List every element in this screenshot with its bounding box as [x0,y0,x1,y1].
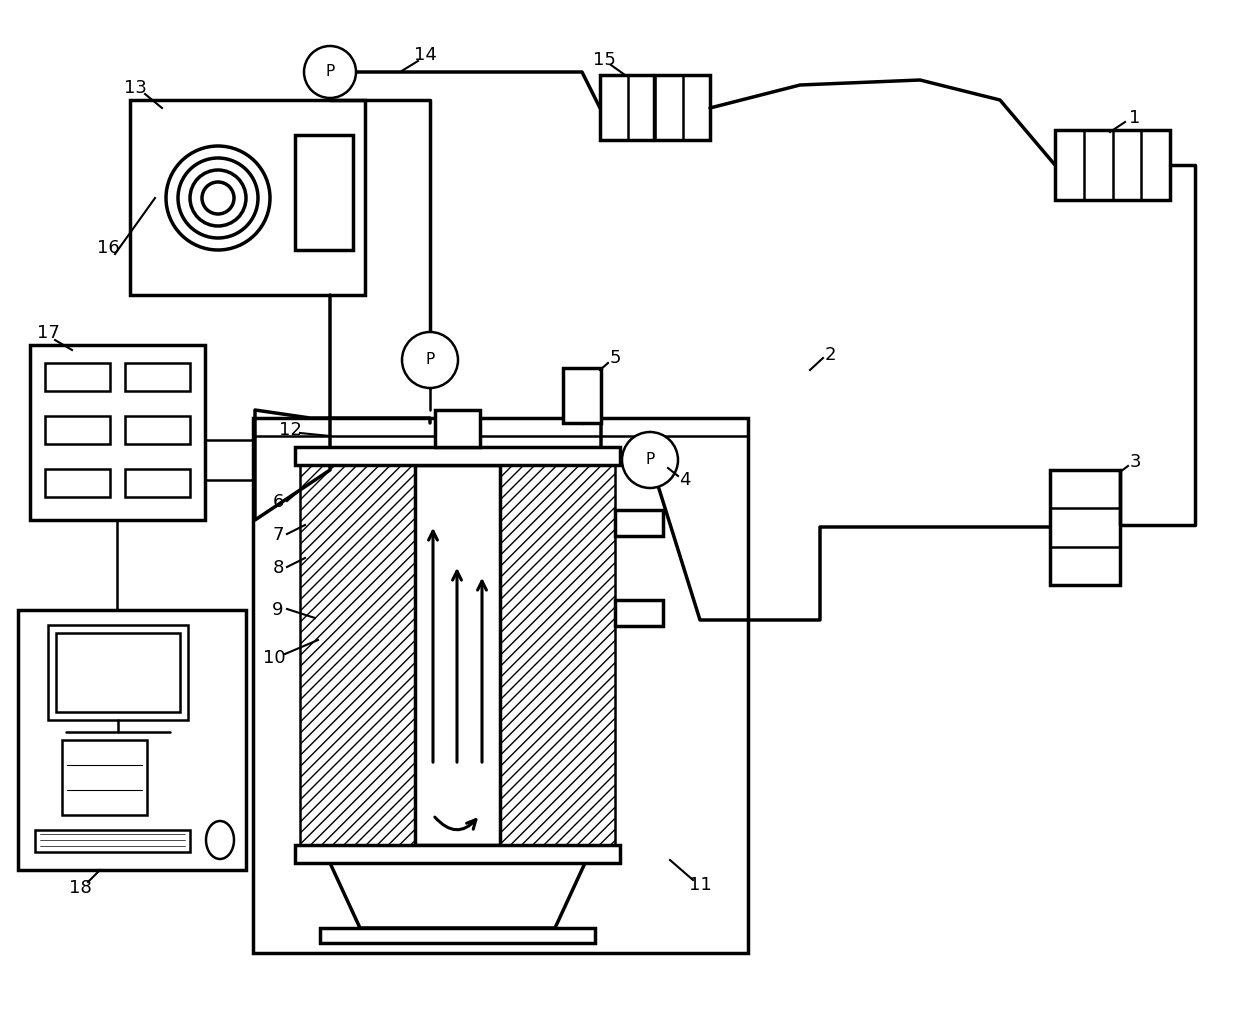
Circle shape [304,46,356,98]
Text: 6: 6 [273,493,284,511]
Text: 8: 8 [273,559,284,577]
Text: 5: 5 [609,349,621,367]
Text: 7: 7 [273,526,284,544]
Bar [295,845,620,863]
Ellipse shape [206,821,234,859]
Text: 1: 1 [1130,109,1141,127]
Bar [35,830,190,852]
Bar [45,469,110,497]
Bar [600,75,711,140]
Text: P: P [645,453,655,468]
Bar [500,465,615,845]
Bar [130,100,365,295]
Bar [45,416,110,444]
Bar [48,625,188,720]
Bar [125,416,190,444]
Bar [615,600,663,626]
Bar [415,465,500,845]
Text: 13: 13 [124,79,146,97]
Bar [320,928,595,943]
Bar [1050,470,1120,585]
Bar [62,740,148,815]
Text: 17: 17 [36,324,60,342]
Bar [56,633,180,712]
Bar [45,362,110,391]
Bar [1055,130,1171,200]
Text: P: P [325,65,335,80]
Text: 14: 14 [414,46,436,63]
Circle shape [402,332,458,388]
Bar [563,368,601,423]
Bar [30,345,205,520]
Bar [615,510,663,536]
Bar [300,465,415,845]
Text: 10: 10 [263,649,285,667]
Text: 3: 3 [1130,453,1141,471]
Bar [435,410,480,447]
Text: 2: 2 [825,346,836,364]
Circle shape [622,432,678,488]
Text: 16: 16 [97,239,119,257]
Bar [19,610,246,870]
Bar [253,418,748,953]
Text: 15: 15 [593,51,615,69]
Text: P: P [425,352,435,368]
Bar [125,362,190,391]
Text: 12: 12 [279,421,301,439]
Text: 11: 11 [688,876,712,894]
Text: 4: 4 [680,471,691,489]
Bar [295,447,620,465]
Text: 9: 9 [273,601,284,618]
Bar [125,469,190,497]
Bar [295,135,353,250]
Polygon shape [330,863,585,928]
Text: 18: 18 [68,879,92,897]
